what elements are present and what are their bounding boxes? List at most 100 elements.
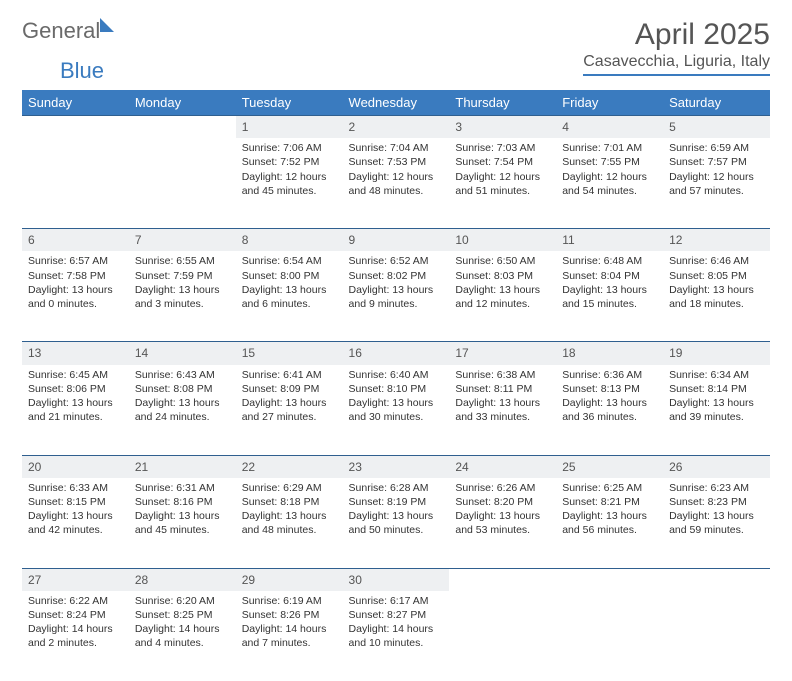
sunset-line: Sunset: 8:10 PM xyxy=(349,382,444,396)
empty-day xyxy=(556,568,663,591)
sunset-line: Sunset: 7:52 PM xyxy=(242,155,337,169)
sunset-line: Sunset: 7:58 PM xyxy=(28,269,123,283)
day-number: 10 xyxy=(449,228,556,251)
sunset-line: Sunset: 8:26 PM xyxy=(242,608,337,622)
daylight-line: Daylight: 13 hours and 59 minutes. xyxy=(669,509,764,537)
sunset-line: Sunset: 8:21 PM xyxy=(562,495,657,509)
sunrise-line: Sunrise: 6:26 AM xyxy=(455,481,550,495)
sunrise-line: Sunrise: 7:01 AM xyxy=(562,141,657,155)
daylight-line: Daylight: 13 hours and 15 minutes. xyxy=(562,283,657,311)
sunset-line: Sunset: 8:16 PM xyxy=(135,495,230,509)
day-cell: Sunrise: 6:36 AMSunset: 8:13 PMDaylight:… xyxy=(556,365,663,433)
sunset-line: Sunset: 7:57 PM xyxy=(669,155,764,169)
weekday-header-row: Sunday Monday Tuesday Wednesday Thursday… xyxy=(22,90,770,115)
sunset-line: Sunset: 8:03 PM xyxy=(455,269,550,283)
sunrise-line: Sunrise: 6:50 AM xyxy=(455,254,550,268)
day-cell: Sunrise: 6:33 AMSunset: 8:15 PMDaylight:… xyxy=(22,478,129,546)
day-number: 24 xyxy=(449,455,556,478)
sunset-line: Sunset: 8:23 PM xyxy=(669,495,764,509)
title-block: April 2025 Casavecchia, Liguria, Italy xyxy=(583,18,770,76)
weekday-header: Saturday xyxy=(663,90,770,115)
daylight-line: Daylight: 13 hours and 36 minutes. xyxy=(562,396,657,424)
daylight-line: Daylight: 14 hours and 2 minutes. xyxy=(28,622,123,650)
logo-text-2: Blue xyxy=(60,58,104,83)
daylight-line: Daylight: 14 hours and 7 minutes. xyxy=(242,622,337,650)
day-cell: Sunrise: 6:59 AMSunset: 7:57 PMDaylight:… xyxy=(663,138,770,206)
daynum-row: 13141516171819 xyxy=(22,341,770,364)
day-cell: Sunrise: 6:40 AMSunset: 8:10 PMDaylight:… xyxy=(343,365,450,433)
day-cell: Sunrise: 6:52 AMSunset: 8:02 PMDaylight:… xyxy=(343,251,450,319)
sunrise-line: Sunrise: 6:52 AM xyxy=(349,254,444,268)
day-number: 2 xyxy=(343,115,450,138)
day-cell: Sunrise: 6:34 AMSunset: 8:14 PMDaylight:… xyxy=(663,365,770,433)
logo-text-1: General xyxy=(22,18,100,44)
daylight-line: Daylight: 13 hours and 53 minutes. xyxy=(455,509,550,537)
sunrise-line: Sunrise: 6:17 AM xyxy=(349,594,444,608)
day-cell: Sunrise: 6:43 AMSunset: 8:08 PMDaylight:… xyxy=(129,365,236,433)
daynum-row: 12345 xyxy=(22,115,770,138)
day-cell: Sunrise: 6:46 AMSunset: 8:05 PMDaylight:… xyxy=(663,251,770,319)
daylight-line: Daylight: 14 hours and 4 minutes. xyxy=(135,622,230,650)
day-number: 7 xyxy=(129,228,236,251)
day-data-row: Sunrise: 6:57 AMSunset: 7:58 PMDaylight:… xyxy=(22,251,770,341)
day-number: 11 xyxy=(556,228,663,251)
month-title: April 2025 xyxy=(583,18,770,51)
weekday-header: Tuesday xyxy=(236,90,343,115)
day-cell: Sunrise: 7:03 AMSunset: 7:54 PMDaylight:… xyxy=(449,138,556,206)
day-number: 12 xyxy=(663,228,770,251)
sunset-line: Sunset: 8:20 PM xyxy=(455,495,550,509)
sunrise-line: Sunrise: 6:45 AM xyxy=(28,368,123,382)
sunset-line: Sunset: 7:59 PM xyxy=(135,269,230,283)
sunrise-line: Sunrise: 6:23 AM xyxy=(669,481,764,495)
daynum-row: 6789101112 xyxy=(22,228,770,251)
daylight-line: Daylight: 13 hours and 18 minutes. xyxy=(669,283,764,311)
sunset-line: Sunset: 8:05 PM xyxy=(669,269,764,283)
day-number: 3 xyxy=(449,115,556,138)
empty-day xyxy=(449,568,556,591)
daylight-line: Daylight: 13 hours and 9 minutes. xyxy=(349,283,444,311)
sunset-line: Sunset: 8:19 PM xyxy=(349,495,444,509)
daylight-line: Daylight: 13 hours and 42 minutes. xyxy=(28,509,123,537)
sunset-line: Sunset: 8:14 PM xyxy=(669,382,764,396)
sunset-line: Sunset: 8:11 PM xyxy=(455,382,550,396)
day-cell: Sunrise: 6:54 AMSunset: 8:00 PMDaylight:… xyxy=(236,251,343,319)
sunrise-line: Sunrise: 6:55 AM xyxy=(135,254,230,268)
sunrise-line: Sunrise: 6:29 AM xyxy=(242,481,337,495)
day-number: 9 xyxy=(343,228,450,251)
sunrise-line: Sunrise: 6:48 AM xyxy=(562,254,657,268)
day-number: 21 xyxy=(129,455,236,478)
day-cell: Sunrise: 6:26 AMSunset: 8:20 PMDaylight:… xyxy=(449,478,556,546)
day-cell: Sunrise: 6:22 AMSunset: 8:24 PMDaylight:… xyxy=(22,591,129,659)
daylight-line: Daylight: 12 hours and 51 minutes. xyxy=(455,170,550,198)
day-cell: Sunrise: 6:25 AMSunset: 8:21 PMDaylight:… xyxy=(556,478,663,546)
daylight-line: Daylight: 13 hours and 39 minutes. xyxy=(669,396,764,424)
sunset-line: Sunset: 8:25 PM xyxy=(135,608,230,622)
day-cell: Sunrise: 6:23 AMSunset: 8:23 PMDaylight:… xyxy=(663,478,770,546)
day-cell: Sunrise: 6:19 AMSunset: 8:26 PMDaylight:… xyxy=(236,591,343,659)
sunset-line: Sunset: 8:08 PM xyxy=(135,382,230,396)
day-number: 25 xyxy=(556,455,663,478)
empty-day xyxy=(129,115,236,138)
daylight-line: Daylight: 12 hours and 57 minutes. xyxy=(669,170,764,198)
day-cell: Sunrise: 6:50 AMSunset: 8:03 PMDaylight:… xyxy=(449,251,556,319)
sunset-line: Sunset: 8:27 PM xyxy=(349,608,444,622)
day-number: 14 xyxy=(129,341,236,364)
sunset-line: Sunset: 8:15 PM xyxy=(28,495,123,509)
sunset-line: Sunset: 8:06 PM xyxy=(28,382,123,396)
sunrise-line: Sunrise: 6:22 AM xyxy=(28,594,123,608)
day-data-row: Sunrise: 6:33 AMSunset: 8:15 PMDaylight:… xyxy=(22,478,770,568)
daylight-line: Daylight: 13 hours and 12 minutes. xyxy=(455,283,550,311)
sunset-line: Sunset: 7:55 PM xyxy=(562,155,657,169)
daylight-line: Daylight: 13 hours and 3 minutes. xyxy=(135,283,230,311)
day-cell: Sunrise: 6:31 AMSunset: 8:16 PMDaylight:… xyxy=(129,478,236,546)
sunrise-line: Sunrise: 6:59 AM xyxy=(669,141,764,155)
daynum-row: 20212223242526 xyxy=(22,455,770,478)
day-number: 4 xyxy=(556,115,663,138)
daylight-line: Daylight: 12 hours and 54 minutes. xyxy=(562,170,657,198)
day-number: 15 xyxy=(236,341,343,364)
day-number: 28 xyxy=(129,568,236,591)
day-number: 29 xyxy=(236,568,343,591)
day-number: 8 xyxy=(236,228,343,251)
day-data-row: Sunrise: 6:22 AMSunset: 8:24 PMDaylight:… xyxy=(22,591,770,681)
weekday-header: Thursday xyxy=(449,90,556,115)
